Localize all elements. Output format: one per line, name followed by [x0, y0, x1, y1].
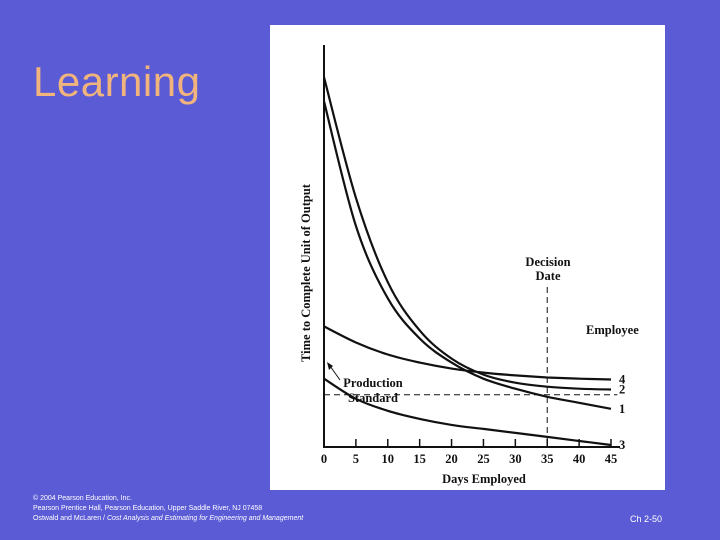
- footer-source: Ostwald and McLaren / Cost Analysis and …: [33, 514, 303, 524]
- x-tick-label: 45: [605, 452, 618, 466]
- x-tick-label: 10: [382, 452, 395, 466]
- chart-labels: Time to Complete Unit of Output Days Emp…: [299, 183, 639, 486]
- x-axis-label: Days Employed: [442, 472, 526, 486]
- series-line-employee-2: [322, 76, 612, 391]
- decision-date-label-line1: Decision: [525, 255, 570, 269]
- production-standard-arrowhead: [327, 362, 333, 370]
- learning-curve-chart: 0 5 10 15 20 25 30 35 40 45 Time to Complete Unit…: [299, 45, 639, 486]
- x-tick-label: 5: [353, 452, 359, 466]
- x-tick-label: 40: [573, 452, 586, 466]
- reference-lines: [324, 287, 618, 447]
- series-lines: [322, 76, 612, 447]
- x-tick-label: 30: [509, 452, 522, 466]
- footer-copyright: © 2004 Pearson Education, Inc.: [33, 495, 132, 502]
- x-tick-label: 0: [321, 452, 327, 466]
- slide-number: Ch 2-50: [630, 514, 663, 524]
- chart-panel: 0 5 10 15 20 25 30 35 40 45 Time to Complete Unit…: [270, 25, 665, 490]
- x-ticks: 0 5 10 15 20 25 30 35 40 45: [321, 439, 617, 466]
- decision-date-label-line2: Date: [536, 269, 561, 283]
- footer-credits: © 2004 Pearson Education, Inc. Pearson P…: [33, 494, 303, 524]
- series-line-employee-1: [322, 101, 612, 410]
- series-label-employee-1: 1: [619, 402, 625, 416]
- footer-book-title: Cost Analysis and Estimating for Enginee…: [106, 515, 304, 522]
- footer-authors: Ostwald and McLaren /: [33, 515, 107, 522]
- x-tick-label: 20: [445, 452, 458, 466]
- footer-publisher: Pearson Prentice Hall, Pearson Education…: [33, 505, 263, 512]
- legend-title: Employee: [586, 323, 639, 337]
- series-line-employee-4: [323, 325, 612, 381]
- production-standard-label-line2: Standard: [348, 391, 398, 405]
- slide-title: Learning: [33, 58, 201, 105]
- series-label-employee-4: 4: [619, 372, 626, 386]
- production-standard-label-line1: Production: [343, 376, 403, 390]
- x-tick-label: 25: [477, 452, 490, 466]
- production-standard-arrow: [329, 365, 341, 381]
- x-tick-label: 15: [413, 452, 426, 466]
- series-label-employee-3: 3: [619, 438, 625, 452]
- series-labels: 1 2 3 4: [619, 372, 626, 452]
- y-axis-label: Time to Complete Unit of Output: [299, 183, 313, 362]
- x-tick-label: 35: [541, 452, 554, 466]
- series-label-employee-2: 2: [619, 383, 625, 397]
- series-line-employee-3: [323, 377, 612, 447]
